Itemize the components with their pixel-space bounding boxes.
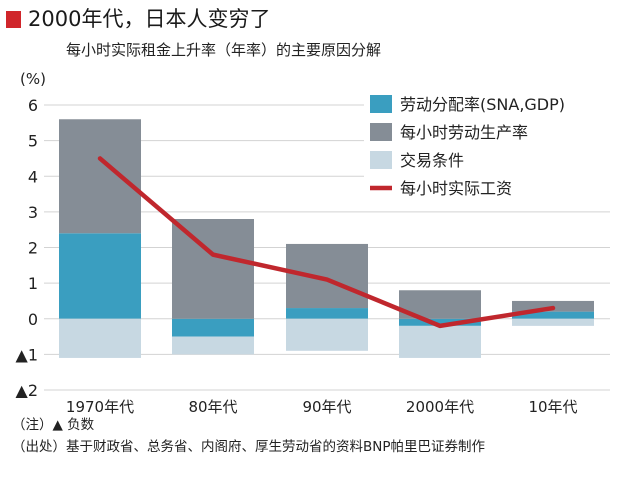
bar-segment [172,336,254,355]
y-tick-label: 5 [28,132,38,151]
y-tick-label: ▲2 [16,381,38,400]
legend-background [364,88,614,206]
x-tick-label: 2000年代 [406,398,474,416]
legend-label: 交易条件 [400,151,464,170]
bar-segment [172,219,254,319]
title-marker [6,11,21,28]
x-ticks: 1970年代 80年代 90年代 2000年代 10年代 [66,398,578,416]
bar-segment [399,318,481,326]
bar-segment [59,119,141,234]
bar-segment [59,233,141,319]
x-tick-label: 1970年代 [66,398,134,416]
legend-label: 劳动分配率(SNA,GDP) [400,95,565,114]
bar-segment [399,325,481,358]
y-axis-unit: (%) [20,70,46,88]
y-tick-label: 4 [28,167,38,186]
source-note: （出处）基于财政省、总务省、内阁府、厚生劳动省的资料BNP帕里巴证券制作 [12,439,485,455]
y-tick-label: 2 [28,239,38,258]
bar-segment [512,318,594,326]
bar-layer [59,119,594,358]
bar-segment [59,318,141,358]
y-tick-label: 3 [28,203,38,222]
bar-segment [286,318,368,351]
bar-segment [286,243,368,309]
note-negative: （注）▲ 负数 [12,417,95,433]
chart-title: 2000年代，日本人变穷了 [28,7,271,31]
x-tick-label: 10年代 [528,398,577,416]
y-ticks: 6 5 4 3 2 1 0 ▲1 ▲2 [16,96,38,400]
bar-segment [286,308,368,319]
y-tick-label: 6 [28,96,38,115]
notes: （注）▲ 负数 （出处）基于财政省、总务省、内阁府、厚生劳动省的资料BNP帕里巴… [12,414,485,458]
legend-swatch [370,123,392,141]
x-tick-label: 90年代 [302,398,351,416]
legend-label: 每小时劳动生产率 [400,123,528,142]
legend-swatch [370,151,392,169]
y-tick-label: ▲1 [16,345,38,364]
bar-segment [172,318,254,337]
y-tick-label: 1 [28,274,38,293]
x-tick-label: 80年代 [188,398,237,416]
line-layer [97,156,556,329]
real-wage-line [97,156,556,329]
bar-segment [512,311,594,319]
chart-subtitle: 每小时实际租金上升率（年率）的主要原因分解 [66,41,382,59]
legend-label: 每小时实际工资 [400,179,512,198]
y-tick-label: 0 [28,310,38,329]
legend-swatch [370,95,392,113]
